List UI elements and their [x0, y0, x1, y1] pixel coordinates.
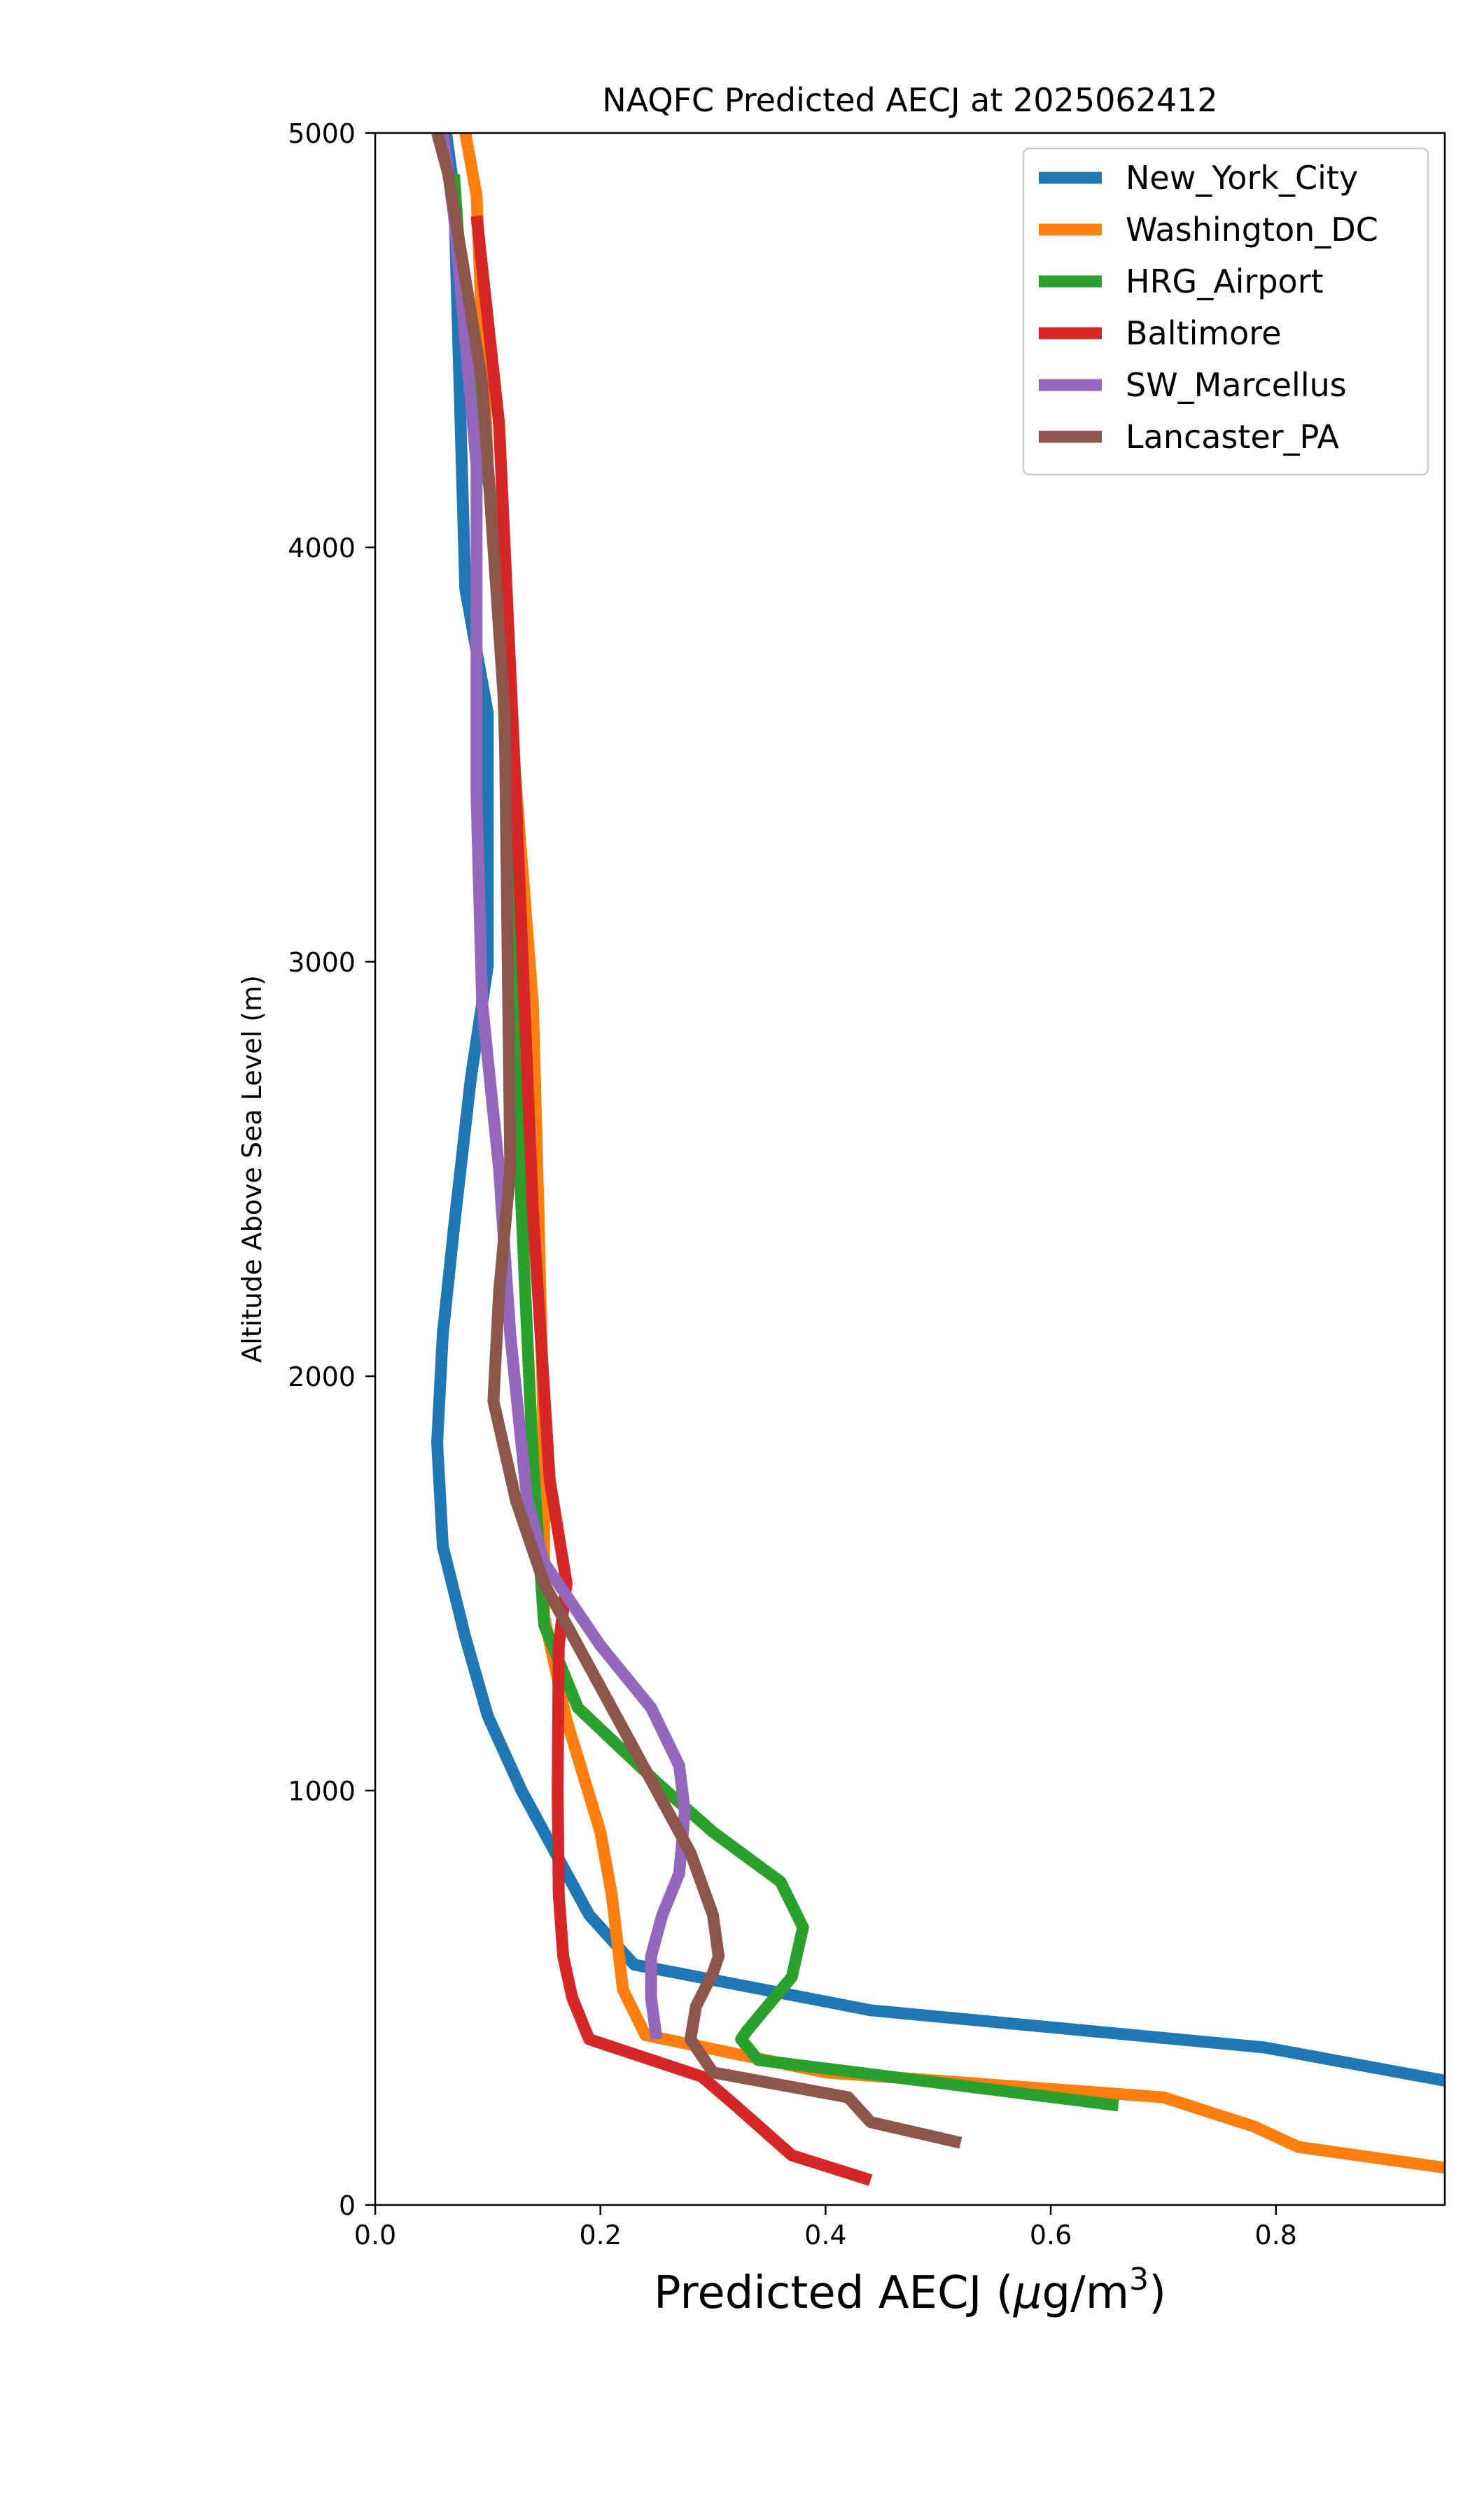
y-axis-ticks: 0 1000 2000 3000 4000 5000	[288, 118, 375, 2221]
x-tick-label: 0.0	[354, 2220, 396, 2250]
y-axis-label: Altitude Above Sea Level (m)	[237, 975, 267, 1363]
series-line-new-york-city	[431, 133, 1445, 2087]
x-tick-label: 0.2	[579, 2220, 621, 2250]
series-line-baltimore	[470, 215, 873, 2186]
series-line-lancaster-pa	[431, 133, 962, 2149]
legend-label: Washington_DC	[1126, 211, 1378, 248]
y-tick-label: 3000	[288, 947, 356, 978]
legend-label: New_York_City	[1126, 159, 1358, 197]
y-tick-label: 0	[339, 2190, 356, 2221]
y-tick-label: 1000	[288, 1776, 356, 1807]
chart-title: NAQFC Predicted AECJ at 2025062412	[602, 81, 1217, 119]
x-tick-label: 0.8	[1255, 2220, 1297, 2250]
x-axis-ticks: 0.0 0.2 0.4 0.6 0.8	[354, 2205, 1297, 2250]
legend-box	[1022, 147, 1429, 476]
legend-label: Lancaster_PA	[1126, 418, 1339, 456]
plot-frame	[374, 132, 1446, 2206]
legend-label: SW_Marcellus	[1126, 366, 1347, 404]
legend: New_York_City Washington_DC HRG_Airport Bal…	[1022, 147, 1429, 476]
series-line-sw-marcellus	[437, 133, 691, 2040]
series-layer	[431, 133, 1445, 2186]
x-axis-label: Predicted AECJ (μg/m3)	[654, 2262, 1166, 2319]
legend-label: Baltimore	[1126, 314, 1282, 352]
y-tick-label: 5000	[288, 118, 356, 149]
legend-label: HRG_Airport	[1126, 262, 1324, 300]
y-tick-label: 4000	[288, 533, 356, 564]
y-tick-label: 2000	[288, 1362, 356, 1392]
x-tick-label: 0.6	[1030, 2220, 1072, 2250]
x-tick-label: 0.4	[804, 2220, 846, 2250]
